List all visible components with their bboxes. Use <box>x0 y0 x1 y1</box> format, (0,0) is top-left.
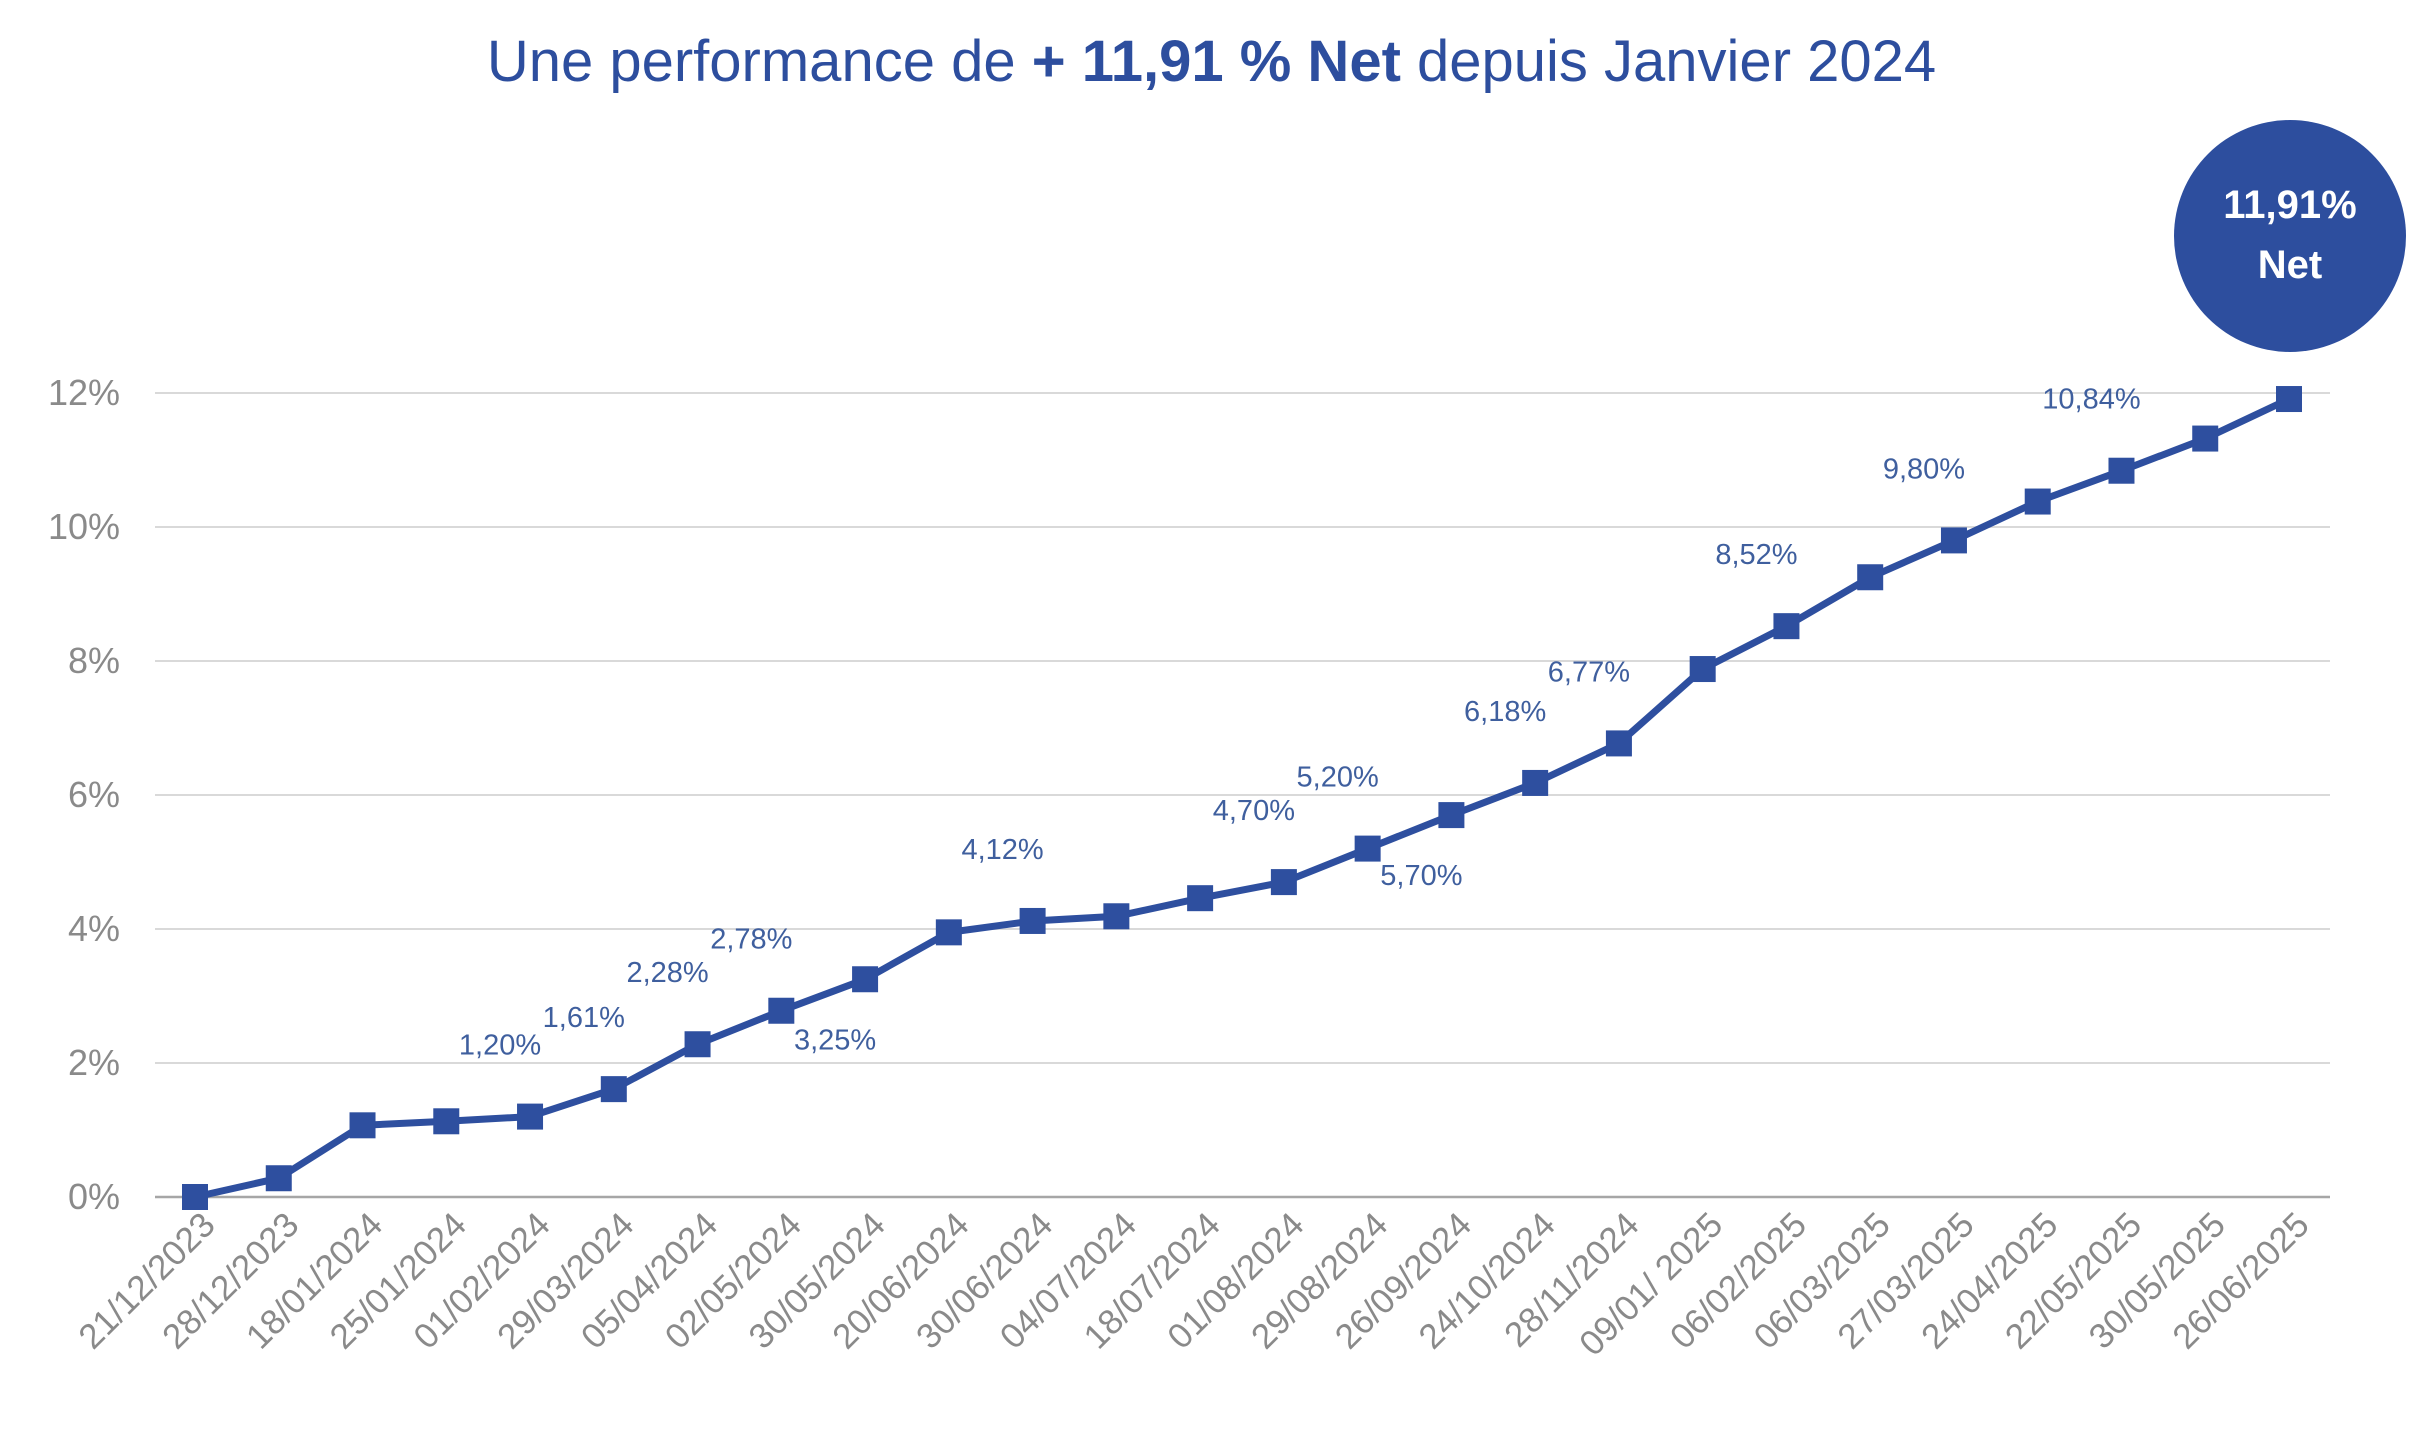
data-label: 9,80% <box>1883 453 1965 485</box>
data-point <box>1522 769 1549 796</box>
chart-title: Une performance de + 11,91 % Net depuis … <box>0 28 2423 95</box>
title-highlight: + 11,91 % Net <box>1031 29 1401 94</box>
data-point <box>684 1031 711 1058</box>
y-axis: 0% 2% 4% 6% 8% 10% 12% <box>48 372 120 1217</box>
data-point <box>265 1165 292 1192</box>
data-point <box>852 966 879 993</box>
data-point <box>1354 835 1381 862</box>
data-point <box>1773 613 1800 640</box>
data-label: 10,84% <box>2042 384 2140 416</box>
data-label: 6,18% <box>1464 696 1546 728</box>
data-point <box>1270 869 1297 896</box>
title-prefix: Une performance de <box>486 29 1032 94</box>
data-label: 2,78% <box>710 924 792 956</box>
data-label: 1,20% <box>459 1030 541 1062</box>
data-label: 4,12% <box>961 834 1043 866</box>
data-point <box>1187 885 1214 912</box>
data-point <box>1857 564 1884 591</box>
badge-circle <box>2174 120 2406 352</box>
badge-value: 11,91% <box>2223 183 2356 227</box>
data-point <box>349 1112 376 1139</box>
y-tick-label: 2% <box>68 1042 120 1083</box>
data-point <box>517 1103 544 1130</box>
badge-net: Net <box>2258 243 2322 287</box>
data-point <box>2108 457 2135 484</box>
x-axis: 21/12/202328/12/202318/01/202425/01/2024… <box>71 1205 2316 1363</box>
data-point <box>1605 730 1632 757</box>
y-tick-label: 0% <box>68 1176 120 1217</box>
data-point <box>768 997 795 1024</box>
data-label: 5,20% <box>1297 762 1379 794</box>
data-label: 1,61% <box>543 1002 625 1034</box>
data-label: 4,70% <box>1213 795 1295 827</box>
performance-badge: 11,91% Net <box>2174 120 2406 352</box>
data-point <box>1438 802 1465 829</box>
data-label: 6,77% <box>1548 656 1630 688</box>
data-point <box>1689 656 1716 683</box>
data-label: 8,52% <box>1715 539 1797 571</box>
data-label: 2,28% <box>626 957 708 989</box>
title-suffix: depuis Janvier 2024 <box>1400 29 1937 94</box>
data-point <box>1019 907 1046 934</box>
y-tick-label: 6% <box>68 774 120 815</box>
data-point <box>935 919 962 946</box>
data-point <box>2192 425 2219 452</box>
data-label: 3,25% <box>794 1024 876 1056</box>
y-tick-label: 12% <box>48 372 120 413</box>
data-point <box>2276 386 2302 413</box>
y-tick-label: 4% <box>68 908 120 949</box>
gridlines <box>155 392 2330 1199</box>
data-point <box>182 1184 208 1210</box>
series-path <box>194 395 2291 1201</box>
data-point <box>433 1108 460 1135</box>
data-point <box>2024 488 2051 515</box>
data-point <box>1103 903 1130 930</box>
data-point <box>1940 527 1967 554</box>
y-tick-label: 8% <box>68 640 120 681</box>
data-labels: 1,20%1,61%2,28%2,78% 3,25% 4,12% 4,70%5,20%… <box>459 384 2141 1062</box>
series-line <box>182 386 2302 1210</box>
y-tick-label: 10% <box>48 506 120 547</box>
data-label: 5,70% <box>1380 860 1462 892</box>
data-point <box>600 1076 627 1103</box>
